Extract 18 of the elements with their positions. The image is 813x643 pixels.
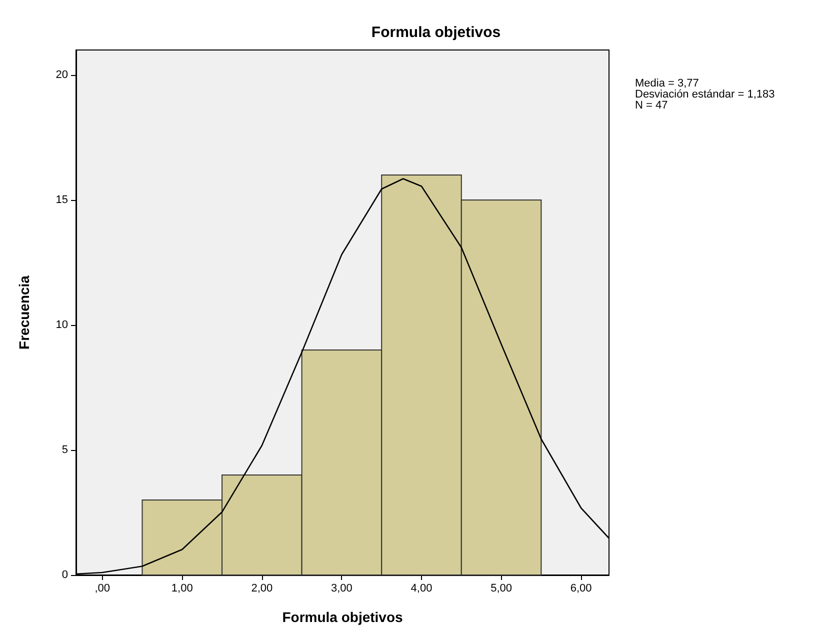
x-axis-title: Formula objetivos xyxy=(282,609,403,625)
text: N = 47 xyxy=(635,100,668,112)
y-tick-label: 20 xyxy=(56,69,68,81)
text: Desviación estándar = 1,183 xyxy=(635,88,775,100)
y-axis-title: Frecuencia xyxy=(16,275,32,350)
y-tick-label: 0 xyxy=(62,569,68,581)
text: Media = 3,77 xyxy=(635,78,699,90)
y-tick-label: 10 xyxy=(56,319,68,331)
y-tick-label: 15 xyxy=(56,194,68,206)
x-tick-label: 1,00 xyxy=(171,582,193,594)
y-tick-label: 5 xyxy=(62,444,68,456)
x-tick-label: 6,00 xyxy=(570,582,592,594)
x-tick-label: ,00 xyxy=(94,582,110,594)
chart-title: Formula objetivos xyxy=(371,24,501,41)
x-tick-label: 4,00 xyxy=(410,582,432,594)
x-tick-label: 2,00 xyxy=(251,582,273,594)
x-tick-label: 3,00 xyxy=(330,582,352,594)
x-tick-label: 5,00 xyxy=(490,582,512,594)
